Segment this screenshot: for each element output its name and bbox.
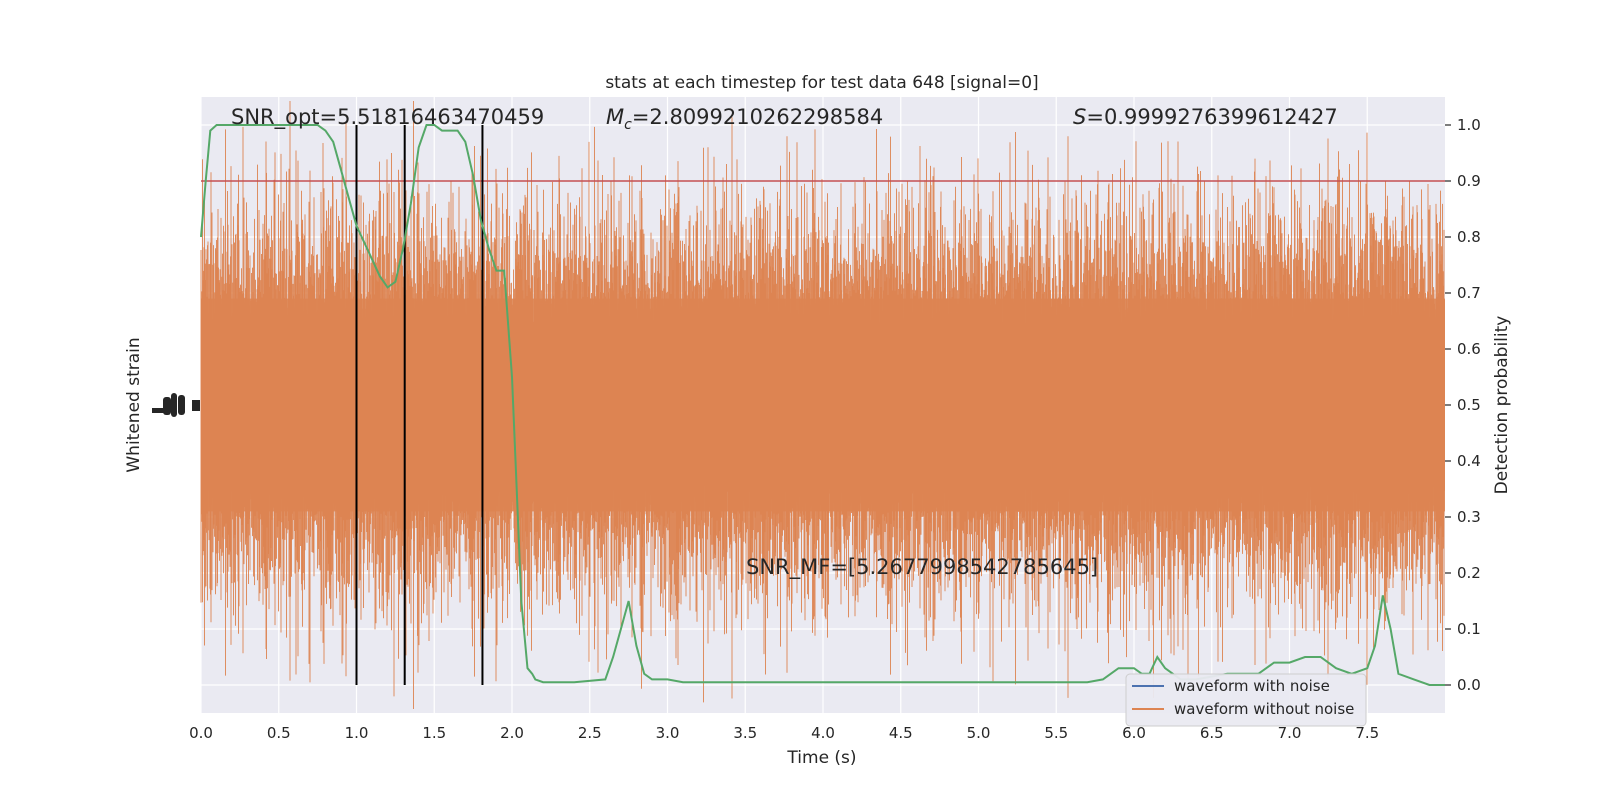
x-tick-label: 0.0 (189, 724, 213, 742)
x-tick-label: 4.0 (811, 724, 835, 742)
y-tick-label: 0.1 (1457, 620, 1481, 638)
snr-mf-annotation: SNR_MF=[5.2677998542785645] (746, 555, 1098, 580)
x-tick-label: 0.5 (267, 724, 291, 742)
legend: waveform with noise waveform without noi… (1125, 673, 1367, 727)
s-symbol: S (1073, 105, 1086, 129)
x-tick-label: 2.5 (578, 724, 602, 742)
left-axis-tick-cluster (152, 393, 200, 417)
y-tick-label: 0.0 (1457, 676, 1481, 694)
chirp-mass-value: =2.8099210262298584 (632, 105, 883, 129)
x-tick-label: 7.0 (1278, 724, 1302, 742)
s-value: =0.9999276399612427 (1086, 105, 1337, 129)
x-tick-label: 1.0 (345, 724, 369, 742)
y-tick-label: 0.7 (1457, 284, 1481, 302)
chirp-mass-subscript: c (624, 117, 632, 133)
x-tick-label: 1.5 (422, 724, 446, 742)
x-tick-label: 2.0 (500, 724, 524, 742)
y-tick-label: 0.5 (1457, 396, 1481, 414)
y-axis-left-label: Whitened strain (124, 337, 144, 472)
vertical-markers (355, 125, 484, 685)
s-annotation: S=0.9999276399612427 (1073, 105, 1338, 129)
x-axis-label: Time (s) (786, 748, 856, 768)
y-tick-label: 0.6 (1457, 340, 1481, 358)
x-axis-ticks: 0.0 0.5 1.0 1.5 2.0 2.5 3.0 3.5 4.0 4.5 5.0 5.5 6.0 6… (189, 724, 1379, 742)
y-axis-right-ticks: 0.0 0.1 0.2 0.3 0.4 0.5 0.6 0.7 0.8 0.9 1.0 (1445, 116, 1481, 694)
x-tick-label: 6.5 (1200, 724, 1224, 742)
chirp-mass-annotation: Mc=2.8099210262298584 (606, 105, 883, 133)
x-tick-label: 3.0 (656, 724, 680, 742)
strain-dense-band (201, 298, 1445, 512)
detection-probability-line (200, 124, 1445, 686)
y-axis-right-label: Detection probability (1492, 316, 1512, 495)
legend-label-with-noise: waveform with noise (1174, 677, 1330, 695)
x-tick-label: 5.0 (967, 724, 991, 742)
y-tick-label: 1.0 (1457, 116, 1481, 134)
y-tick-label: 0.2 (1457, 564, 1481, 582)
x-tick-label: 6.0 (1122, 724, 1146, 742)
x-tick-label: 4.5 (889, 724, 913, 742)
y-tick-label: 0.9 (1457, 172, 1481, 190)
x-tick-label: 3.5 (733, 724, 757, 742)
x-tick-label: 7.5 (1355, 724, 1379, 742)
y-tick-label: 0.3 (1457, 508, 1481, 526)
strain-waveform (200, 101, 1445, 709)
chirp-mass-symbol: M (606, 105, 624, 129)
y-tick-label: 0.8 (1457, 228, 1481, 246)
legend-label-without-noise: waveform without noise (1174, 700, 1354, 718)
snr-opt-annotation: SNR_opt=5.51816463470459 (231, 105, 544, 130)
x-tick-label: 5.5 (1044, 724, 1068, 742)
y-tick-label: 0.4 (1457, 452, 1481, 470)
chart-title: stats at each timestep for test data 648… (605, 73, 1038, 93)
legend-box (1125, 673, 1367, 727)
